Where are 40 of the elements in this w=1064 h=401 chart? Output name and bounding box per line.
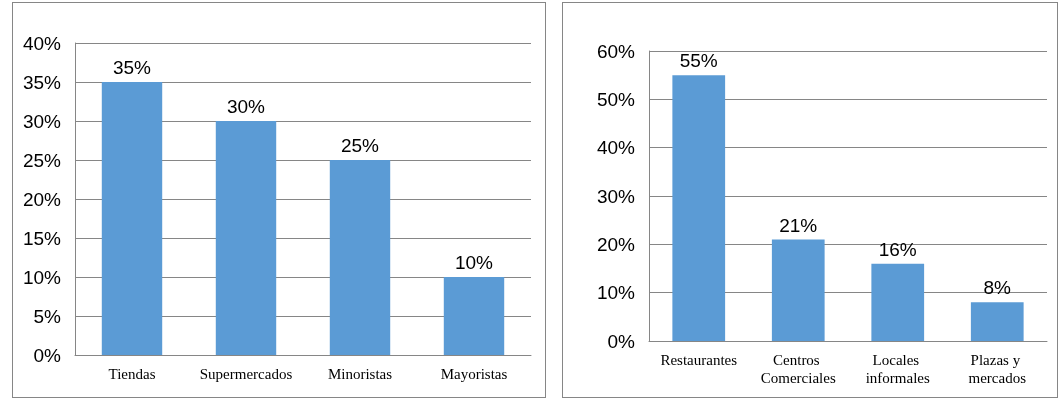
y-tick-label: 50%	[596, 88, 636, 110]
y-tick-label: 5%	[33, 305, 62, 327]
y-tick-label: 0%	[33, 344, 62, 366]
x-tick-label: Locales informales	[865, 352, 930, 386]
y-tick-label: 20%	[596, 233, 636, 255]
bar	[101, 82, 163, 355]
data-label: 10%	[454, 252, 494, 273]
bar	[329, 160, 391, 355]
x-tick-label: Plazas y mercados	[968, 352, 1027, 386]
data-label: 30%	[226, 96, 266, 117]
x-tick-label: Supermercados	[199, 366, 293, 382]
y-tick-label: 10%	[596, 282, 636, 304]
y-tick-label: 30%	[596, 185, 636, 207]
y-tick-label: 30%	[22, 110, 62, 132]
x-tick-label: Minoristas	[327, 366, 393, 382]
y-tick-label: 60%	[596, 40, 636, 62]
data-label: 21%	[779, 214, 818, 236]
bar	[970, 302, 1024, 341]
x-tick-label: Mayoristas	[440, 366, 508, 382]
x-tick-label: Centros Comerciales	[760, 352, 836, 386]
bar	[672, 75, 726, 341]
bar	[771, 239, 825, 341]
y-tick-label: 25%	[22, 149, 62, 171]
y-tick-label: 40%	[22, 32, 62, 54]
data-label: 16%	[878, 238, 917, 260]
data-label: 8%	[983, 277, 1012, 299]
data-label: 55%	[679, 50, 718, 72]
data-label: 35%	[112, 57, 152, 78]
y-tick-label: 35%	[22, 71, 62, 93]
bar	[215, 121, 277, 355]
y-tick-label: 0%	[607, 330, 636, 352]
y-tick-label: 10%	[22, 266, 62, 288]
bar	[443, 277, 505, 355]
y-tick-label: 40%	[596, 137, 636, 159]
data-label: 25%	[340, 135, 380, 156]
y-tick-label: 20%	[22, 188, 62, 210]
bar	[871, 263, 925, 341]
x-tick-label: Restaurantes	[660, 352, 738, 368]
y-tick-label: 15%	[22, 227, 62, 249]
x-tick-label: Tiendas	[108, 366, 156, 382]
